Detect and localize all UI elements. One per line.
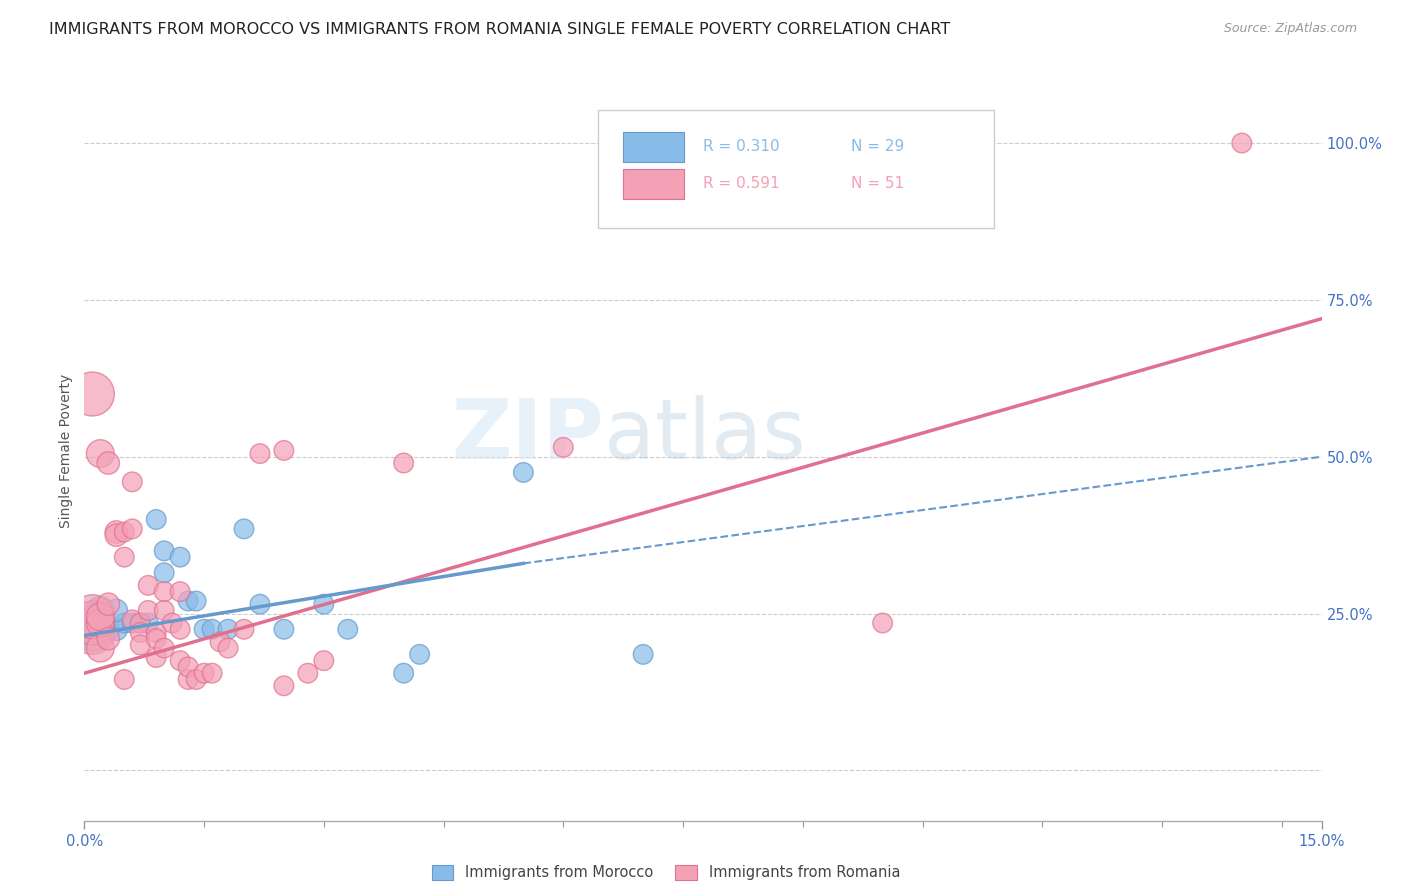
Point (129, 625, 152, 640)
Point (105, 528, 128, 542)
Point (89, 615, 111, 630)
Point (169, 550, 191, 565)
Point (105, 622, 128, 636)
Point (105, 603, 128, 617)
Point (872, 615, 894, 630)
Point (82, 609, 104, 624)
Point (136, 578, 159, 592)
Point (129, 615, 152, 630)
Point (160, 615, 183, 630)
Point (121, 613, 143, 627)
Point (112, 615, 135, 630)
Point (184, 673, 207, 687)
Point (193, 666, 215, 681)
Point (145, 512, 167, 526)
Point (82, 625, 104, 640)
Point (312, 597, 335, 611)
Point (121, 615, 143, 630)
Point (217, 622, 239, 636)
Point (193, 622, 215, 636)
Text: N = 29: N = 29 (852, 139, 904, 154)
Point (145, 632, 167, 646)
Text: R = 0.591: R = 0.591 (703, 177, 779, 192)
Point (297, 666, 319, 681)
Point (112, 673, 135, 687)
Point (89, 447, 111, 461)
Point (273, 443, 295, 458)
Point (153, 584, 176, 599)
Text: ZIP: ZIP (451, 395, 605, 476)
Point (89, 622, 111, 636)
Point (153, 641, 176, 656)
Point (177, 673, 200, 687)
Point (82, 387, 104, 401)
Point (105, 524, 128, 539)
Point (89, 603, 111, 617)
Point (82, 622, 104, 636)
Point (1230, 136, 1253, 150)
Point (177, 660, 200, 674)
Point (129, 638, 152, 652)
Point (273, 622, 295, 636)
Point (153, 566, 176, 580)
Text: atlas: atlas (605, 395, 806, 476)
Point (217, 641, 239, 656)
Point (112, 524, 135, 539)
Point (312, 654, 335, 668)
Point (392, 456, 415, 470)
Point (553, 440, 575, 454)
Legend: Immigrants from Morocco, Immigrants from Romania: Immigrants from Morocco, Immigrants from… (425, 857, 907, 888)
Point (97, 456, 120, 470)
Point (201, 622, 224, 636)
FancyBboxPatch shape (598, 110, 994, 228)
Point (631, 648, 654, 662)
Point (249, 447, 271, 461)
FancyBboxPatch shape (623, 169, 685, 199)
Point (201, 666, 224, 681)
Point (89, 609, 111, 624)
Point (169, 622, 191, 636)
Point (512, 466, 534, 480)
Point (233, 622, 256, 636)
Point (336, 622, 359, 636)
Point (97, 632, 120, 646)
Point (129, 615, 152, 630)
Point (169, 654, 191, 668)
Point (153, 603, 176, 617)
Point (145, 625, 167, 640)
Point (82, 615, 104, 630)
Point (273, 679, 295, 693)
FancyBboxPatch shape (623, 132, 685, 161)
Point (89, 641, 111, 656)
Point (177, 594, 200, 608)
Point (112, 550, 135, 565)
Text: Source: ZipAtlas.com: Source: ZipAtlas.com (1223, 22, 1357, 36)
Text: N = 51: N = 51 (852, 177, 904, 192)
Point (145, 650, 167, 665)
Point (169, 584, 191, 599)
Point (184, 594, 207, 608)
Point (392, 666, 415, 681)
Point (209, 635, 232, 649)
Point (97, 597, 120, 611)
Point (82, 615, 104, 630)
Text: IMMIGRANTS FROM MOROCCO VS IMMIGRANTS FROM ROMANIA SINGLE FEMALE POVERTY CORRELA: IMMIGRANTS FROM MOROCCO VS IMMIGRANTS FR… (49, 22, 950, 37)
Point (136, 615, 159, 630)
Point (153, 544, 176, 558)
Point (249, 597, 271, 611)
Point (121, 475, 143, 489)
Point (408, 648, 430, 662)
Y-axis label: Single Female Poverty: Single Female Poverty (59, 374, 73, 527)
Point (121, 522, 143, 536)
Text: R = 0.310: R = 0.310 (703, 139, 779, 154)
Point (97, 622, 120, 636)
Point (233, 522, 256, 536)
Point (136, 603, 159, 617)
